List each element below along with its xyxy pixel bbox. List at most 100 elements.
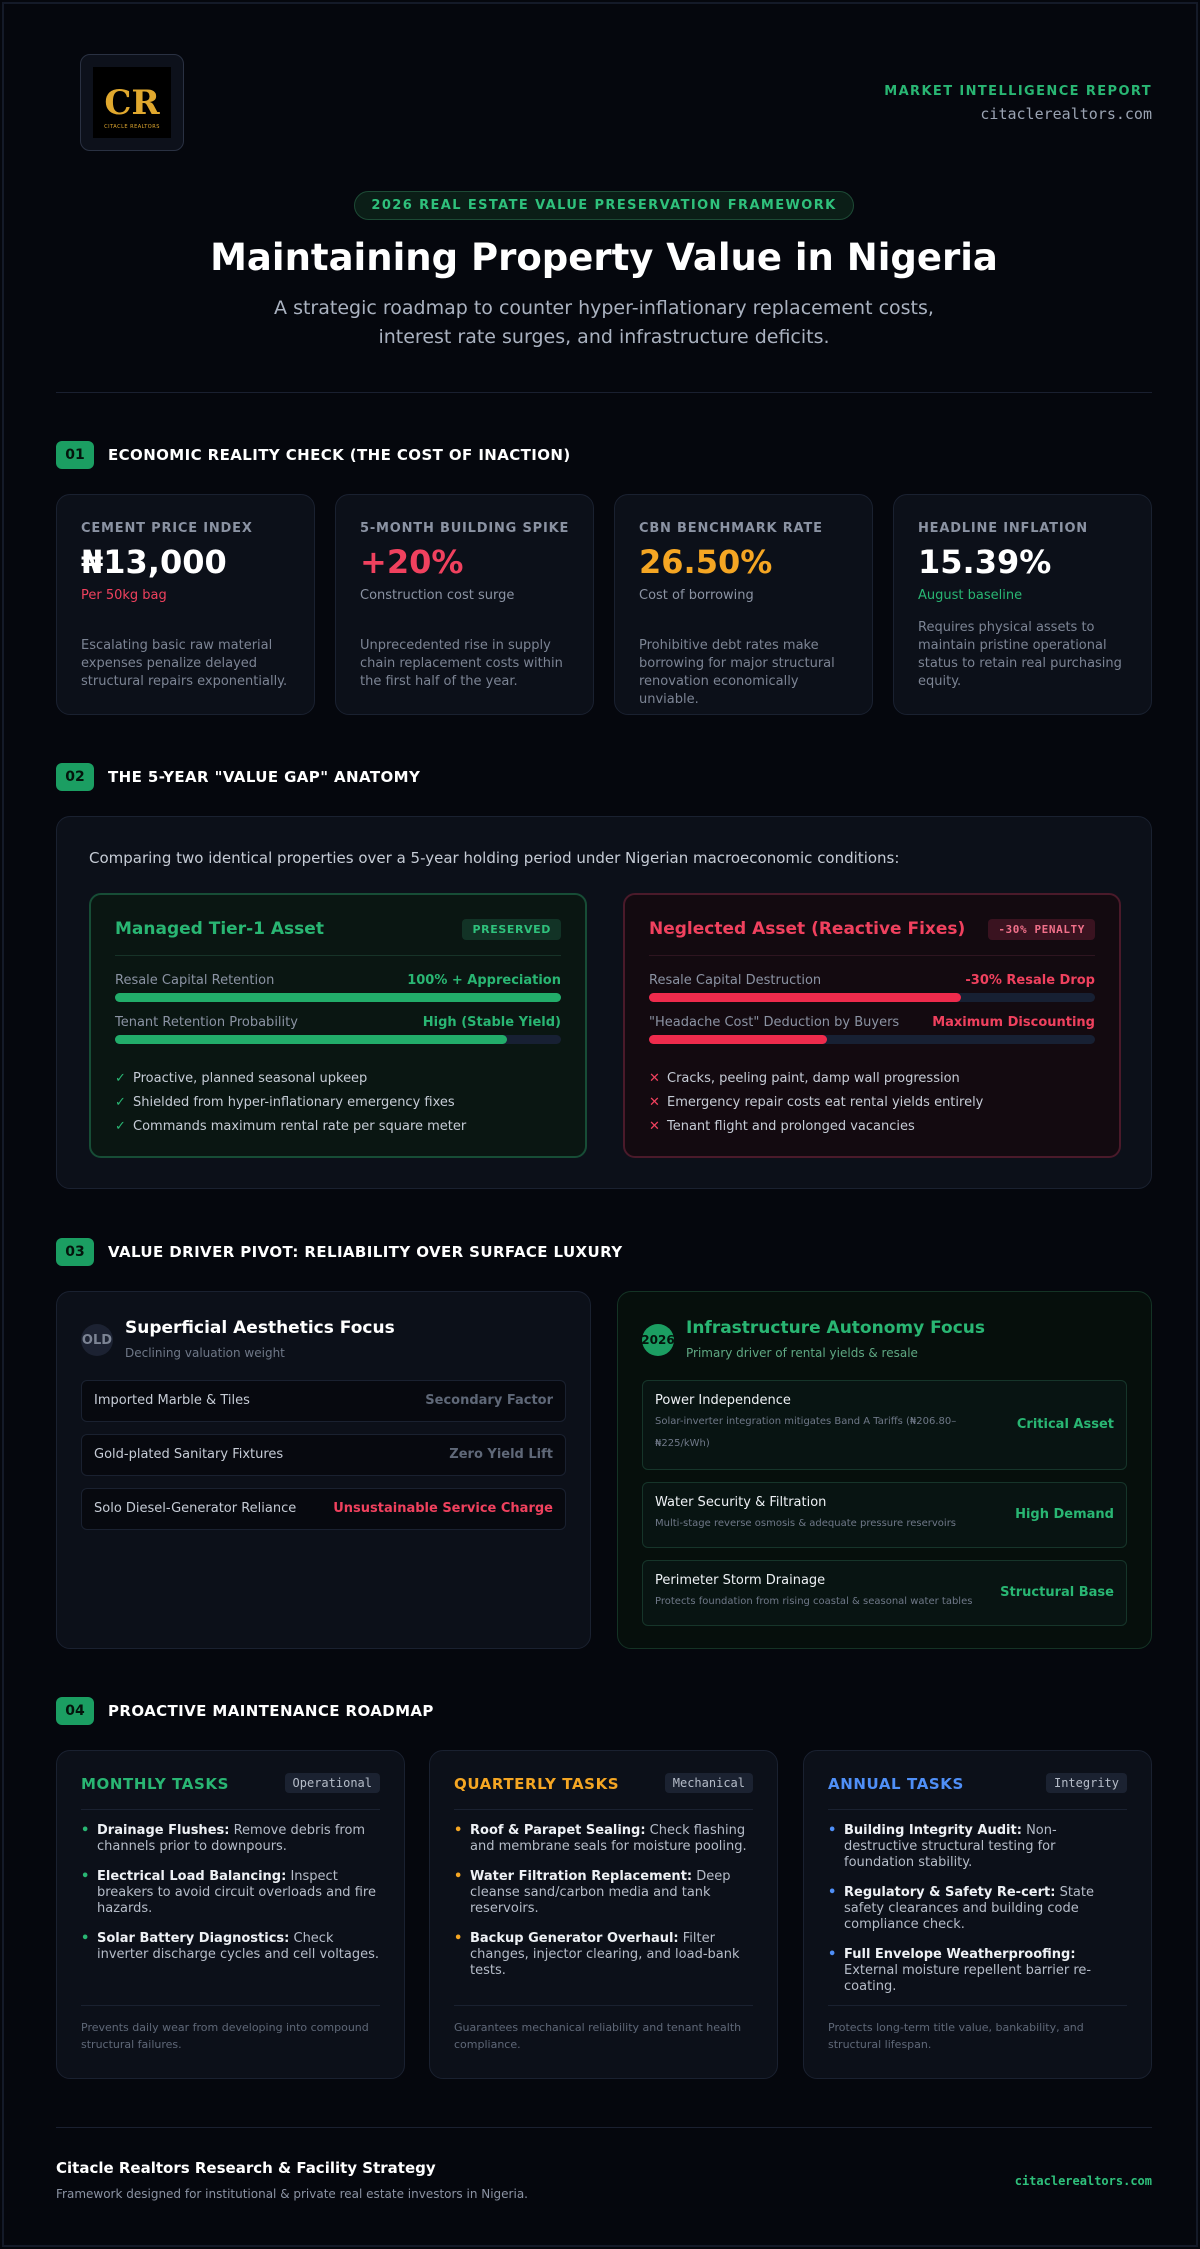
pivot-subtitle: Declining valuation weight [125, 1346, 285, 1360]
factor-row: Imported Marble & Tiles Secondary Factor [81, 1380, 566, 1422]
infrastructure-focus-card: 2026 Infrastructure Autonomy Focus Prima… [617, 1291, 1152, 1649]
metric-label: Resale Capital Retention [115, 973, 275, 988]
stat-description: Unprecedented rise in supply chain repla… [360, 638, 563, 689]
stat-card-inflation: HEADLINE INFLATION 15.39% August baselin… [893, 494, 1152, 715]
stat-value: ₦13,000 [81, 543, 227, 581]
penalty-badge: -30% PENALTY [988, 919, 1095, 940]
annual-tasks-card: ANNUAL TASKS Integrity • Building Integri… [803, 1750, 1152, 2079]
task-footnote: Prevents daily wear from developing into… [81, 2021, 369, 2051]
section-number: 04 [56, 1697, 94, 1725]
list-item: ✕ Tenant flight and prolonged vacancies [649, 1115, 983, 1139]
task-divider [454, 2005, 753, 2006]
footer-site-link[interactable]: citaclerealtors.com [1014, 2174, 1152, 2188]
list-item: ✕ Emergency repair costs eat rental yield… [649, 1091, 983, 1115]
section-title: PROACTIVE MAINTENANCE ROADMAP [108, 1702, 434, 1720]
header-divider [56, 392, 1152, 393]
metric-value: 100% + Appreciation [407, 973, 561, 988]
footer-title: Citacle Realtors Research & Facility Str… [56, 2159, 436, 2177]
metric-label: Tenant Retention Probability [115, 1015, 298, 1030]
value-gap-intro: Comparing two identical properties over … [89, 849, 900, 867]
page-title: Maintaining Property Value in Nigeria [210, 236, 998, 279]
logo-image: CR CITACLE REALTORS [93, 67, 171, 138]
task-list: • Roof & Parapet Sealing: Check flashing … [454, 1823, 753, 1993]
metric-label: "Headache Cost" Deduction by Buyers [649, 1015, 900, 1030]
section-number: 03 [56, 1238, 94, 1266]
logo: CR CITACLE REALTORS [80, 54, 184, 151]
stat-label: 5-MONTH BUILDING SPIKE [360, 521, 570, 536]
section-03-header: 03 VALUE DRIVER PIVOT: RELIABILITY OVER … [56, 1238, 622, 1266]
pivot-subtitle: Primary driver of rental yields & resale [686, 1346, 918, 1360]
metric-value: Maximum Discounting [932, 1015, 1095, 1030]
headache-cost-bar [649, 1035, 1095, 1044]
footer-divider [56, 2127, 1152, 2128]
stat-note: Cost of borrowing [639, 588, 754, 603]
stat-label: CBN BENCHMARK RATE [639, 521, 823, 536]
bar-fill [115, 993, 561, 1002]
check-icon: ✓ [115, 1095, 126, 1110]
stat-label: CEMENT PRICE INDEX [81, 521, 253, 536]
asset-divider [115, 955, 561, 956]
check-icon: ✓ [115, 1119, 126, 1134]
header-site-link[interactable]: citaclerealtors.com [980, 105, 1152, 123]
list-item: ✓ Shielded from hyper-inflationary emerge… [115, 1091, 466, 1115]
list-item: • Backup Generator Overhaul: Filter chang… [454, 1931, 740, 1978]
task-category-chip: Operational [284, 1773, 380, 1793]
list-item: ✓ Commands maximum rental rate per square… [115, 1115, 466, 1139]
list-item: • Full Envelope Weatherproofing: External… [828, 1947, 1092, 1994]
factor-row: Perimeter Storm Drainage Protects founda… [642, 1560, 1127, 1626]
pivot-title: Infrastructure Autonomy Focus [686, 1318, 986, 1338]
cross-icon: ✕ [649, 1119, 660, 1134]
bar-fill [115, 1035, 508, 1044]
list-item: • Drainage Flushes: Remove debris from ch… [81, 1823, 366, 1854]
quarterly-tasks-card: QUARTERLY TASKS Mechanical • Roof & Parap… [429, 1750, 778, 2079]
stat-note: August baseline [918, 588, 1023, 603]
list-item: • Building Integrity Audit: Non-destructi… [828, 1823, 1057, 1870]
footer-subtitle: Framework designed for institutional & p… [56, 2187, 528, 2201]
task-title: ANNUAL TASKS [828, 1775, 964, 1793]
factor-row: Solo Diesel-Generator Reliance Unsustain… [81, 1488, 566, 1530]
task-list: • Building Integrity Audit: Non-destructi… [828, 1823, 1127, 2009]
task-title: MONTHLY TASKS [81, 1775, 230, 1793]
stat-description: Prohibitive debt rates make borrowing fo… [639, 638, 835, 707]
old-badge-icon: OLD [81, 1324, 113, 1356]
bar-fill [649, 993, 962, 1002]
header-meta: MARKET INTELLIGENCE REPORT citaclerealto… [752, 84, 1152, 123]
aesthetics-focus-card: OLD Superficial Aesthetics Focus Declini… [56, 1291, 591, 1649]
pivot-title: Superficial Aesthetics Focus [125, 1318, 395, 1338]
monthly-tasks-card: MONTHLY TASKS Operational • Drainage Flus… [56, 1750, 405, 2079]
asset-title: Managed Tier-1 Asset [115, 919, 324, 939]
asset-title: Neglected Asset (Reactive Fixes) [649, 919, 966, 939]
page-subtitle: A strategic roadmap to counter hyper-inf… [274, 297, 934, 348]
task-divider [828, 2005, 1127, 2006]
factor-row: Water Security & Filtration Multi-stage … [642, 1482, 1127, 1548]
task-footnote: Guarantees mechanical reliability and te… [454, 2021, 742, 2051]
neglected-asset-card: Neglected Asset (Reactive Fixes) -30% PE… [623, 893, 1121, 1158]
stat-description: Requires physical assets to maintain pri… [918, 620, 1122, 689]
task-divider [454, 1809, 753, 1810]
stat-label: HEADLINE INFLATION [918, 521, 1088, 536]
task-title: QUARTERLY TASKS [454, 1775, 620, 1793]
list-item: ✕ Cracks, peeling paint, damp wall progre… [649, 1067, 983, 1091]
task-category-chip: Integrity [1045, 1773, 1127, 1793]
task-divider [828, 1809, 1127, 1810]
task-category-chip: Mechanical [664, 1773, 753, 1793]
stat-note: Per 50kg bag [81, 588, 167, 603]
section-title: ECONOMIC REALITY CHECK (THE COST OF INAC… [108, 446, 571, 464]
stat-note: Construction cost surge [360, 588, 515, 603]
cross-icon: ✕ [649, 1095, 660, 1110]
task-divider [81, 1809, 380, 1810]
framework-pill: 2026 REAL ESTATE VALUE PRESERVATION FRAM… [354, 191, 854, 220]
stat-value: 15.39% [918, 543, 1052, 581]
metric-value: High (Stable Yield) [422, 1015, 561, 1030]
managed-points: ✓ Proactive, planned seasonal upkeep ✓ Shi… [115, 1067, 466, 1139]
asset-divider [649, 955, 1095, 956]
factor-row: Power Independence Solar-inverter integr… [642, 1380, 1127, 1470]
section-number: 02 [56, 763, 94, 791]
section-01-header: 01 ECONOMIC REALITY CHECK (THE COST OF I… [56, 441, 571, 469]
stat-card-building-spike: 5-MONTH BUILDING SPIKE +20% Construction… [335, 494, 594, 715]
section-04-header: 04 PROACTIVE MAINTENANCE ROADMAP [56, 1697, 434, 1725]
section-title: VALUE DRIVER PIVOT: RELIABILITY OVER SUR… [108, 1243, 623, 1261]
task-list: • Drainage Flushes: Remove debris from ch… [81, 1823, 380, 1977]
section-title: THE 5-YEAR "VALUE GAP" ANATOMY [108, 768, 421, 786]
